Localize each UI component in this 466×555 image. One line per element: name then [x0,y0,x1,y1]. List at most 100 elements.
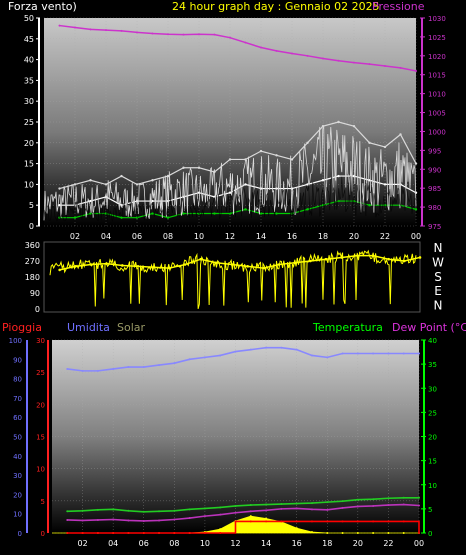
temperature-point [265,503,268,506]
dewpoint-point [188,517,191,520]
rain-point [203,532,206,534]
pressure-point [213,33,216,36]
pressure-point [306,54,309,57]
temperature-y-tick-label: 20 [428,434,437,442]
wind-speed-point [228,191,232,194]
pressure-point [120,29,123,32]
direction-y-tick-label: 180 [25,273,40,282]
wind-speed-point [89,199,92,203]
humidity-y-tick-label: 10 [13,511,22,519]
solar-point [387,532,390,534]
temperature-point [112,508,115,511]
wind-gust-point [306,141,309,144]
pressure-y-tick-label: 990 [428,166,441,174]
rain-point [158,532,161,534]
wind-average-point [244,208,247,211]
wind-direction-detail [49,249,417,310]
direction-y-tick-label: 360 [25,241,40,250]
wind-y-tick-label: 50 [24,14,34,23]
pressure-point [58,24,61,27]
wind-gust-point [368,141,371,144]
humidity-point [418,352,420,355]
wind-x-tick-label: 00 [411,232,421,241]
pressure-point [368,63,371,66]
wind-average-point [182,212,185,215]
pressure-y-tick-label: 995 [428,147,441,155]
wind-direction-point [309,259,312,263]
rain-axis: 0 5 10 15 20 25 30 [36,337,49,538]
humidity-point [219,354,222,357]
wind-y-tick-label: 45 [24,35,34,44]
wind-gust-point [337,120,340,124]
wind-direction-point [136,265,140,268]
pressure-point [151,32,154,35]
temperature-point [249,504,252,507]
temperature-y-tick-label: 40 [428,337,437,345]
humidity-y-tick-label: 0 [18,530,22,538]
wind-gust-point [352,124,356,128]
wind-direction-point [183,263,187,266]
pressure-y-tick-label: 1010 [428,91,446,99]
solar-point [372,532,375,534]
direction-y-tick-label: 90 [30,289,40,298]
humidity-axis: 0 10 20 30 40 50 60 70 80 90 100 [9,337,28,538]
dewpoint-point [280,507,283,510]
rain-y-tick-label: 20 [36,401,45,409]
dewpoint-point [142,519,145,522]
dewpoint-point [402,503,405,506]
temperature-point [203,507,206,510]
wind-average-point [414,208,418,211]
wind-x-tick-label: 20 [349,232,359,241]
wind-gust-point [135,183,139,186]
wind-gust-point [120,174,123,178]
humidity-point [356,352,359,355]
wind-y-tick-label: 5 [29,201,34,210]
wind-gust-point [197,166,201,169]
direction-y-tick-label: 0 [35,305,40,314]
wind-direction-point [387,257,390,261]
dewpoint-point [81,519,84,522]
climate-series-layer [52,346,420,534]
wind-gust-point [89,179,92,182]
pressure-point [291,52,293,55]
rain-point [173,532,176,534]
pressure-point [136,31,138,34]
wind-y-tick-label: 25 [24,118,34,127]
temperature-point [295,502,298,505]
rain-point [219,532,222,534]
wind-x-tick-label: 10 [194,232,204,241]
wind-average-point [120,216,123,219]
wind-average-point [321,204,325,207]
wind-speed-point [383,183,387,186]
solar-point [356,532,359,534]
wind-speed-point [306,183,309,186]
humidity-point [280,346,283,349]
wind-gust-point [399,133,402,136]
wind-x-tick-label: 04 [101,232,111,241]
pressure-point [89,28,92,31]
pressure-point [384,65,386,68]
wind-x-tick-label: 02 [70,232,80,241]
temperature-point [219,506,222,509]
pressure-point [198,33,200,36]
wind-direction-point [58,268,61,272]
compass-letter: W [432,255,444,269]
humidity-point [188,358,191,361]
rain-point [96,532,99,534]
rain-label: Pioggia [2,321,42,334]
dewpoint-point [219,513,222,516]
dewpoint-point [387,504,390,507]
solar-point [341,532,344,534]
wind-average-point [166,216,170,219]
wind-direction-point [418,256,422,259]
temperature-point [66,510,69,513]
wind-y-tick-label: 10 [24,180,34,189]
dewpoint-point [203,515,206,518]
wind-y-tick-label: 30 [24,97,34,106]
temperature-point [356,498,359,501]
rain-point [295,520,298,523]
wind-series-layer [43,120,418,223]
direction-series-layer [49,249,422,310]
temperature-y-tick-label: 5 [428,506,432,514]
